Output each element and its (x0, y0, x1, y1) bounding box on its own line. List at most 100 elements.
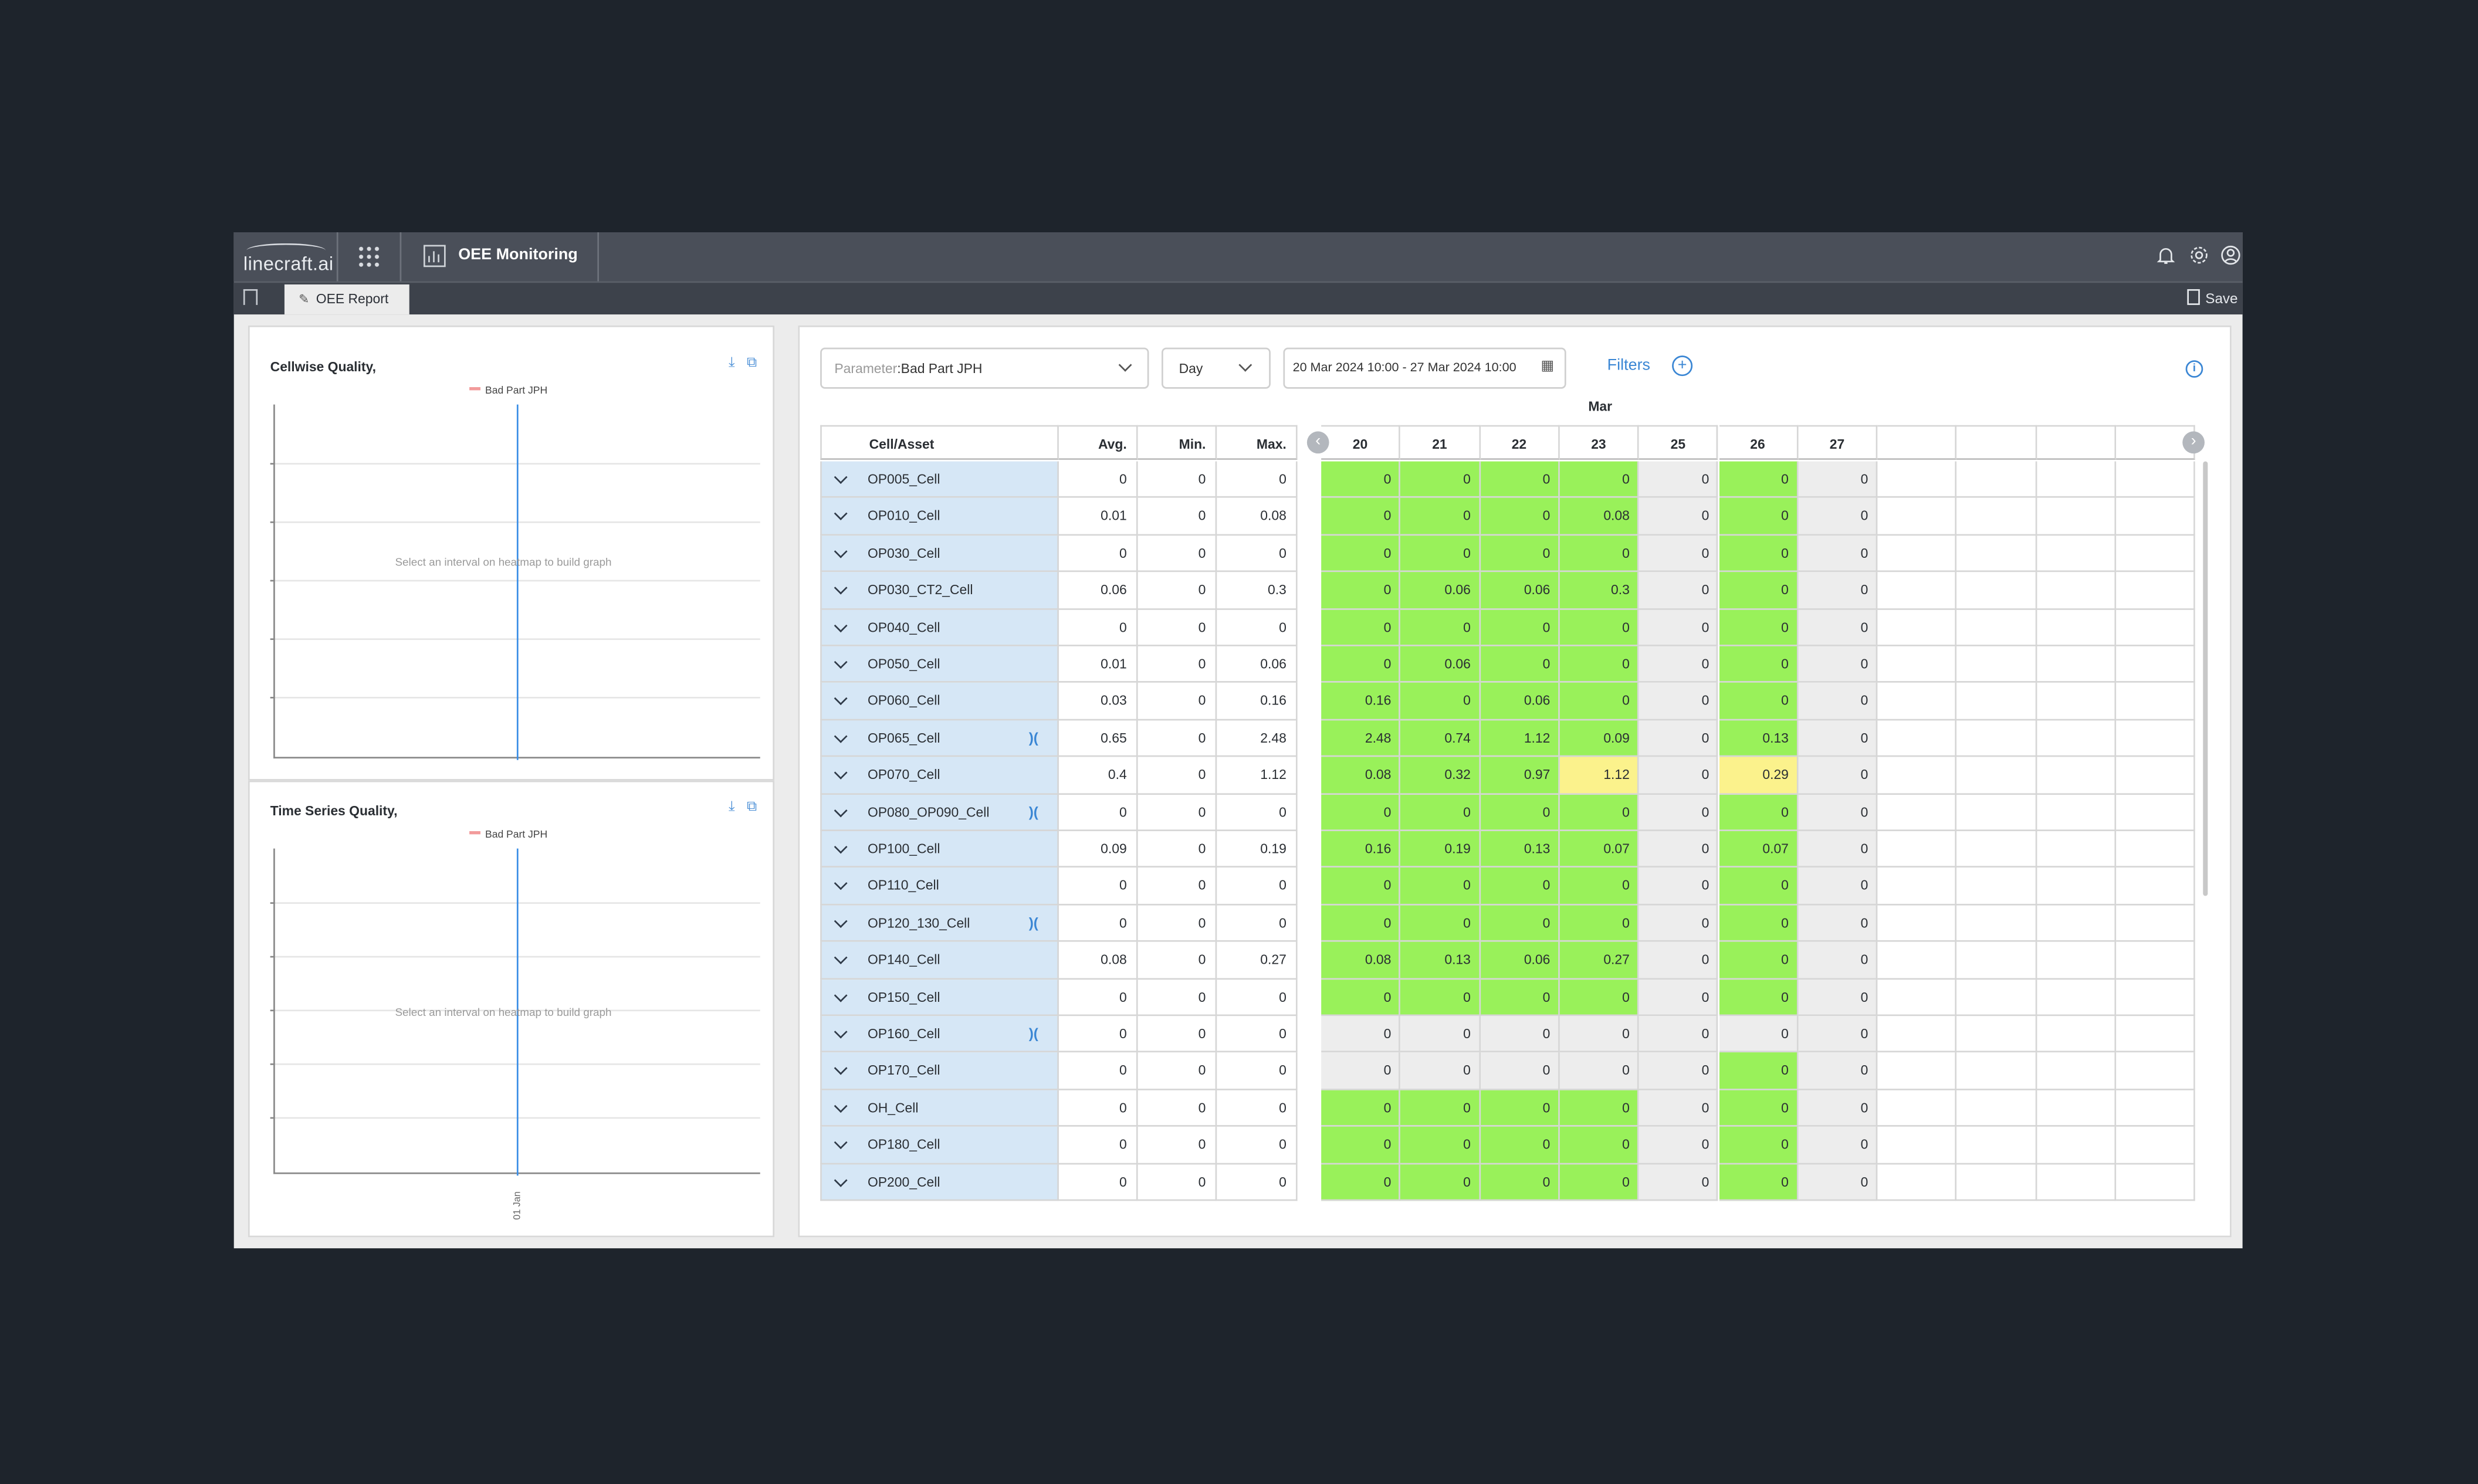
asset-cell[interactable]: OP200_Cell (820, 1164, 1059, 1201)
vertical-scrollbar[interactable] (2203, 461, 2208, 896)
heatmap-cell[interactable] (1957, 1053, 2037, 1090)
heatmap-cell[interactable]: 0 (1639, 683, 1719, 720)
heatmap-cell[interactable]: 0.08 (1559, 498, 1640, 536)
heatmap-cell[interactable] (1877, 831, 1958, 868)
heatmap-cell[interactable] (2116, 757, 2195, 794)
day-header[interactable]: 25 (1639, 425, 1719, 460)
chevron-down-icon[interactable] (834, 988, 848, 1002)
heatmap-cell[interactable]: 2.48 (1321, 720, 1401, 757)
heatmap-cell[interactable]: 0 (1480, 1164, 1560, 1201)
heatmap-cell[interactable] (2116, 1164, 2195, 1201)
chevron-down-icon[interactable] (834, 470, 848, 484)
save-button[interactable]: Save (2188, 289, 2238, 307)
heatmap-cell[interactable] (1877, 1090, 1958, 1127)
heatmap-cell[interactable] (2116, 572, 2195, 609)
heatmap-cell[interactable]: 0.07 (1559, 831, 1640, 868)
heatmap-cell[interactable] (2036, 646, 2117, 683)
asset-cell[interactable]: OP080_OP090_Cell)( (820, 794, 1059, 831)
column-header[interactable]: Max. (1217, 425, 1298, 460)
asset-cell[interactable]: OP040_Cell (820, 609, 1059, 646)
heatmap-cell[interactable]: 0 (1639, 720, 1719, 757)
heatmap-cell[interactable] (2036, 609, 2117, 646)
heatmap-cell[interactable] (1877, 979, 1958, 1017)
heatmap-cell[interactable]: 0.06 (1480, 572, 1560, 609)
heatmap-cell[interactable]: 0 (1798, 1164, 1878, 1201)
heatmap-cell[interactable] (1877, 609, 1958, 646)
heatmap-cell[interactable] (1877, 942, 1958, 980)
heatmap-cell[interactable] (1877, 535, 1958, 572)
heatmap-cell[interactable] (2036, 1016, 2117, 1053)
chevron-down-icon[interactable] (834, 951, 848, 965)
heatmap-cell[interactable]: 0 (1321, 1016, 1401, 1053)
heatmap-cell[interactable]: 0.09 (1559, 720, 1640, 757)
chevron-down-icon[interactable] (834, 1136, 848, 1150)
heatmap-cell[interactable]: 0 (1480, 535, 1560, 572)
heatmap-cell[interactable] (2036, 720, 2117, 757)
heatmap-cell[interactable]: 0 (1639, 572, 1719, 609)
day-header[interactable]: 26 (1718, 425, 1799, 460)
asset-cell[interactable]: OP140_Cell (820, 942, 1059, 980)
heatmap-cell[interactable] (2116, 535, 2195, 572)
heatmap-cell[interactable]: 0 (1559, 1090, 1640, 1127)
heatmap-cell[interactable]: 0 (1639, 1053, 1719, 1090)
day-header[interactable]: 20 (1321, 425, 1401, 460)
heatmap-cell[interactable]: 0 (1480, 1127, 1560, 1164)
heatmap-cell[interactable]: 0 (1480, 1090, 1560, 1127)
heatmap-cell[interactable] (2036, 1053, 2117, 1090)
heatmap-cell[interactable] (1877, 1053, 1958, 1090)
heatmap-cell[interactable]: 0 (1480, 979, 1560, 1017)
heatmap-cell[interactable] (2036, 498, 2117, 536)
heatmap-cell[interactable]: 0 (1321, 572, 1401, 609)
merged-cell-icon[interactable]: )( (1028, 914, 1038, 931)
heatmap-cell[interactable]: 0 (1639, 905, 1719, 943)
heatmap-cell[interactable]: 0 (1400, 461, 1481, 499)
heatmap-cell[interactable]: 0 (1321, 609, 1401, 646)
heatmap-cell[interactable]: 0 (1400, 1164, 1481, 1201)
heatmap-cell[interactable] (1957, 498, 2037, 536)
add-filter-icon[interactable]: + (1672, 355, 1693, 377)
scroll-left-button[interactable]: ‹ (1306, 431, 1329, 454)
heatmap-cell[interactable]: 0 (1639, 535, 1719, 572)
app-launcher-button[interactable] (337, 232, 402, 282)
heatmap-cell[interactable]: 0 (1321, 905, 1401, 943)
heatmap-cell[interactable] (2036, 794, 2117, 831)
heatmap-cell[interactable]: 0 (1798, 572, 1878, 609)
chevron-down-icon[interactable] (834, 1025, 848, 1039)
heatmap-cell[interactable]: 0 (1718, 1127, 1799, 1164)
heatmap-cell[interactable]: 0 (1480, 868, 1560, 906)
heatmap-cell[interactable]: 0 (1798, 461, 1878, 499)
heatmap-cell[interactable]: 0 (1798, 498, 1878, 536)
heatmap-cell[interactable]: 0 (1639, 1090, 1719, 1127)
heatmap-cell[interactable] (2116, 794, 2195, 831)
heatmap-cell[interactable]: 0 (1559, 461, 1640, 499)
heatmap-cell[interactable]: 0 (1639, 461, 1719, 499)
heatmap-cell[interactable]: 0 (1480, 905, 1560, 943)
heatmap-cell[interactable] (1877, 572, 1958, 609)
heatmap-cell[interactable] (1877, 1016, 1958, 1053)
chevron-down-icon[interactable] (834, 544, 848, 558)
logo[interactable]: linecraft.ai (234, 232, 338, 282)
heatmap-cell[interactable] (2116, 720, 2195, 757)
chevron-down-icon[interactable] (834, 1173, 848, 1187)
bookmark-icon[interactable] (243, 289, 258, 305)
heatmap-cell[interactable] (1957, 461, 2037, 499)
heatmap-cell[interactable] (2116, 831, 2195, 868)
heatmap-cell[interactable] (1957, 831, 2037, 868)
heatmap-cell[interactable]: 0 (1321, 1053, 1401, 1090)
heatmap-cell[interactable]: 0.97 (1480, 757, 1560, 794)
heatmap-cell[interactable]: 1.12 (1559, 757, 1640, 794)
heatmap-cell[interactable] (2036, 1090, 2117, 1127)
heatmap-cell[interactable]: 0.06 (1400, 572, 1481, 609)
heatmap-cell[interactable] (2116, 979, 2195, 1017)
heatmap-cell[interactable]: 0 (1559, 868, 1640, 906)
heatmap-cell[interactable]: 0 (1718, 905, 1799, 943)
asset-cell[interactable]: OP050_Cell (820, 646, 1059, 683)
day-header[interactable] (2036, 425, 2117, 460)
chevron-down-icon[interactable] (834, 655, 848, 669)
heatmap-cell[interactable] (1957, 905, 2037, 943)
heatmap-cell[interactable]: 0.27 (1559, 942, 1640, 980)
heatmap-cell[interactable] (1877, 905, 1958, 943)
heatmap-cell[interactable]: 0 (1798, 683, 1878, 720)
chevron-down-icon[interactable] (834, 1099, 848, 1113)
heatmap-cell[interactable]: 0 (1321, 868, 1401, 906)
